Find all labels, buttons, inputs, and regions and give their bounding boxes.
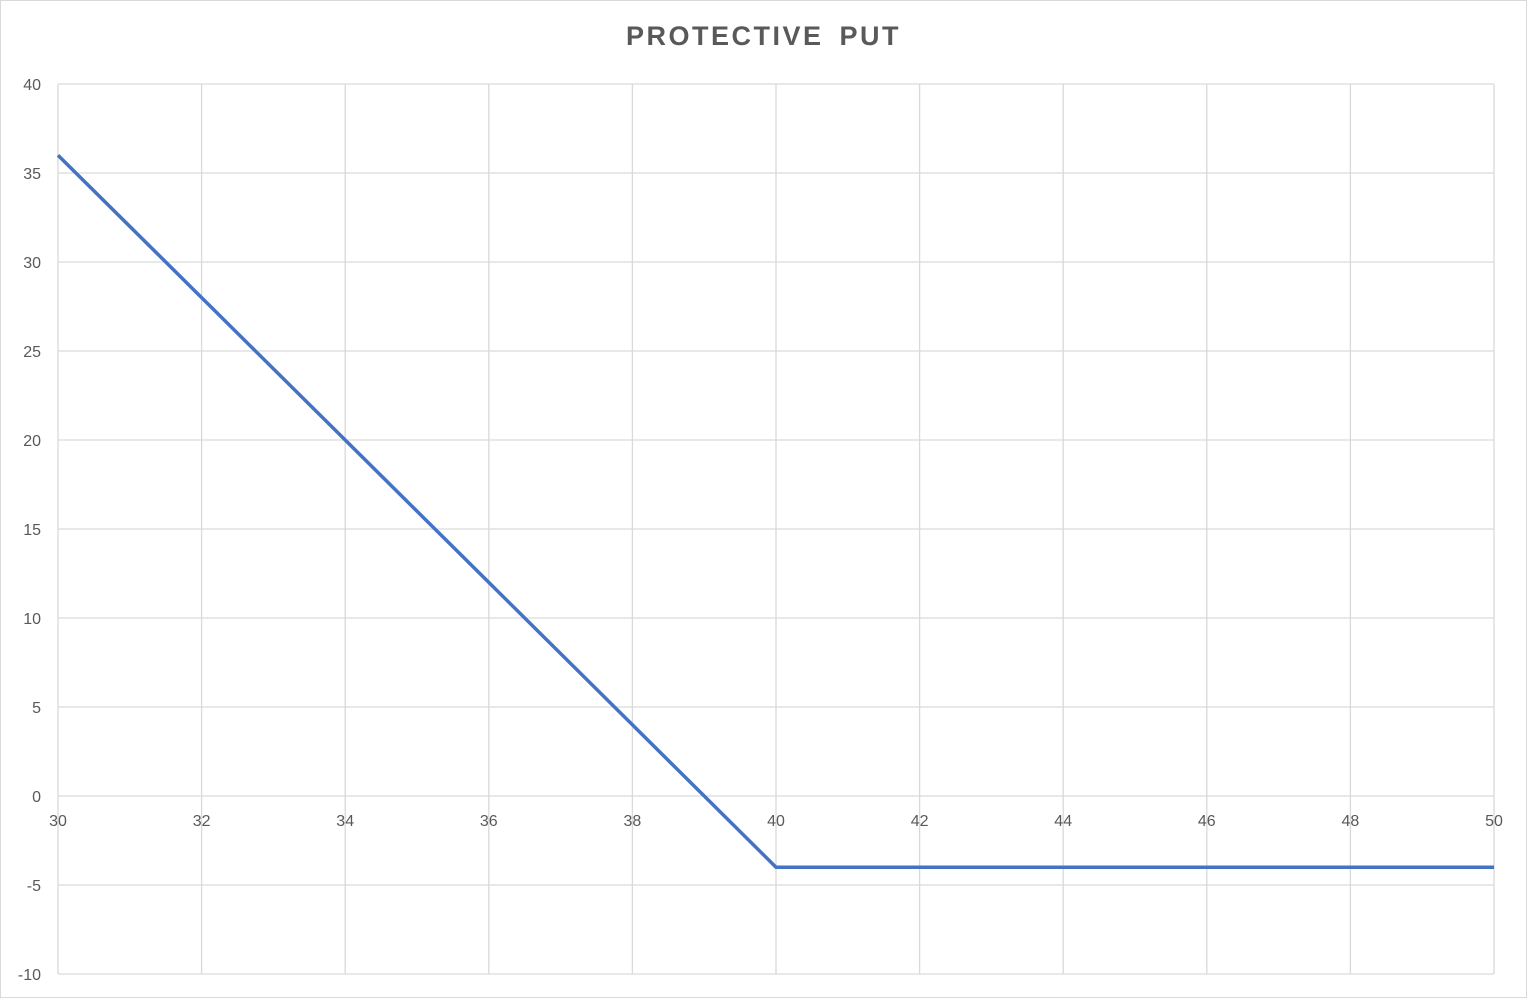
series-line-1 [56,153,1494,869]
x-tick-label: 46 [1198,813,1216,830]
horizontal-gridlines [58,83,1494,975]
x-tick-label: 34 [336,813,354,830]
y-tick-label: 0 [32,789,41,806]
y-tick-label: -5 [27,878,41,895]
y-tick-label: 35 [23,166,41,183]
series-group [56,153,1494,869]
x-axis-tick-labels: 30 32 34 36 38 40 42 44 46 48 50 [49,813,1503,830]
y-tick-label: 5 [32,700,41,717]
x-tick-label: 50 [1485,813,1503,830]
x-tick-label: 30 [49,813,67,830]
x-tick-label: 40 [767,813,785,830]
y-tick-label: 25 [23,344,41,361]
y-axis-tick-labels: -10 -5 0 5 10 15 20 25 30 35 40 [18,77,41,984]
x-tick-label: 42 [911,813,929,830]
x-tick-label: 48 [1342,813,1360,830]
y-tick-label: -10 [18,967,41,984]
y-tick-label: 20 [23,433,41,450]
x-tick-label: 32 [193,813,211,830]
x-tick-label: 36 [480,813,498,830]
y-tick-label: 30 [23,255,41,272]
x-tick-label: 38 [624,813,642,830]
chart-title: PROTECTIVE PUT [625,21,902,51]
x-tick-label: 44 [1054,813,1072,830]
y-tick-label: 10 [23,611,41,628]
y-tick-label: 15 [23,522,41,539]
y-tick-label: 40 [23,77,41,94]
